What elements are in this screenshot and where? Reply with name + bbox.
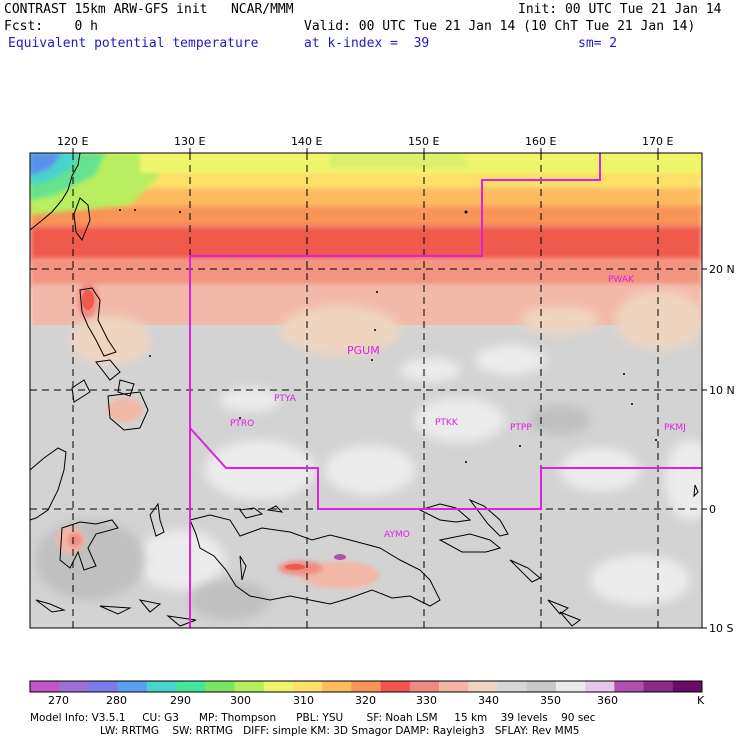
axis-ticks bbox=[72, 148, 707, 629]
colorbar-swatch bbox=[176, 681, 206, 692]
lat-label-10n: 10 N bbox=[709, 384, 735, 397]
coastlines bbox=[29, 152, 699, 627]
level-index: at k-index = 39 bbox=[304, 36, 430, 51]
station-ptya: PTYA bbox=[274, 394, 297, 404]
model-info-line2: LW: RRTMG SW: RRTMG DIFF: simple KM: 3D … bbox=[100, 725, 580, 737]
colorbar-tick-290: 290 bbox=[170, 694, 191, 707]
lon-label-150: 150 E bbox=[408, 135, 439, 148]
colorbar-swatch bbox=[468, 681, 498, 692]
init-time: Init: 00 UTC Tue 21 Jan 14 bbox=[518, 2, 722, 17]
colorbar-unit: K bbox=[697, 694, 705, 707]
lat-label-0: 0 bbox=[709, 503, 716, 516]
lon-label-170: 170 E bbox=[642, 135, 673, 148]
colorbar-swatch bbox=[263, 681, 294, 692]
station-ptkk: PTKK bbox=[435, 418, 459, 428]
model-info-line1: Model Info: V3.5.1 CU: G3 MP: Thompson P… bbox=[30, 712, 596, 724]
colorbar-swatch bbox=[234, 681, 265, 692]
lat-label-10s: 10 S bbox=[709, 622, 733, 635]
colorbar-tick-340: 340 bbox=[478, 694, 499, 707]
colorbar bbox=[29, 680, 703, 693]
smoothing: sm= 2 bbox=[578, 36, 618, 51]
colorbar-swatch bbox=[643, 681, 674, 692]
colorbar-tick-320: 320 bbox=[355, 694, 376, 707]
valid-time: Valid: 00 UTC Tue 21 Jan 14 (10 ChT Tue … bbox=[304, 19, 696, 34]
lat-label-20n: 20 N bbox=[709, 263, 735, 276]
colorbar-swatch bbox=[351, 681, 382, 692]
model-title: CONTRAST 15km ARW-GFS init NCAR/MMM bbox=[4, 2, 294, 17]
station-ptpp: PTPP bbox=[510, 423, 532, 433]
lon-label-160: 160 E bbox=[525, 135, 556, 148]
island-dots bbox=[119, 209, 657, 463]
colorbar-tick-280: 280 bbox=[106, 694, 127, 707]
colorbar-tick-360: 360 bbox=[597, 694, 618, 707]
colorbar-swatch bbox=[555, 681, 586, 692]
field-name: Equivalent potential temperature bbox=[8, 36, 259, 51]
colorbar-swatch bbox=[439, 681, 469, 692]
station-aymo: AYMO bbox=[384, 530, 410, 540]
colorbar-swatch bbox=[322, 681, 352, 692]
colorbar-swatch bbox=[117, 681, 148, 692]
lon-label-130: 130 E bbox=[174, 135, 205, 148]
station-pwak: PWAK bbox=[608, 275, 635, 285]
colorbar-tick-300: 300 bbox=[230, 694, 251, 707]
lon-label-140: 140 E bbox=[291, 135, 322, 148]
forecast-hour: Fcst: 0 h bbox=[4, 19, 98, 34]
colorbar-swatch bbox=[146, 681, 177, 692]
colorbar-swatch bbox=[526, 681, 557, 692]
colorbar-swatch bbox=[409, 681, 440, 692]
colorbar-swatch bbox=[88, 681, 119, 692]
colorbar-swatch bbox=[59, 681, 89, 692]
colorbar-tick-350: 350 bbox=[540, 694, 561, 707]
station-pkmj: PKMJ bbox=[664, 423, 686, 433]
colorbar-swatch bbox=[497, 681, 528, 692]
colorbar-tick-330: 330 bbox=[416, 694, 437, 707]
colorbar-swatch bbox=[585, 681, 615, 692]
domain-boundary bbox=[189, 153, 702, 628]
colorbar-swatch bbox=[292, 681, 323, 692]
station-ptro: PTRO bbox=[230, 419, 254, 429]
colorbar-swatch bbox=[614, 681, 645, 692]
colorbar-swatch bbox=[30, 681, 60, 692]
colorbar-swatch bbox=[205, 681, 236, 692]
colorbar-frame bbox=[29, 680, 703, 693]
theta-e-field bbox=[30, 153, 702, 628]
station-pgum: PGUM bbox=[347, 344, 380, 357]
colorbar-swatch bbox=[380, 681, 411, 692]
colorbar-swatch bbox=[672, 681, 703, 692]
colorbar-tick-310: 310 bbox=[293, 694, 314, 707]
lon-label-120: 120 E bbox=[57, 135, 88, 148]
colorbar-tick-270: 270 bbox=[48, 694, 69, 707]
